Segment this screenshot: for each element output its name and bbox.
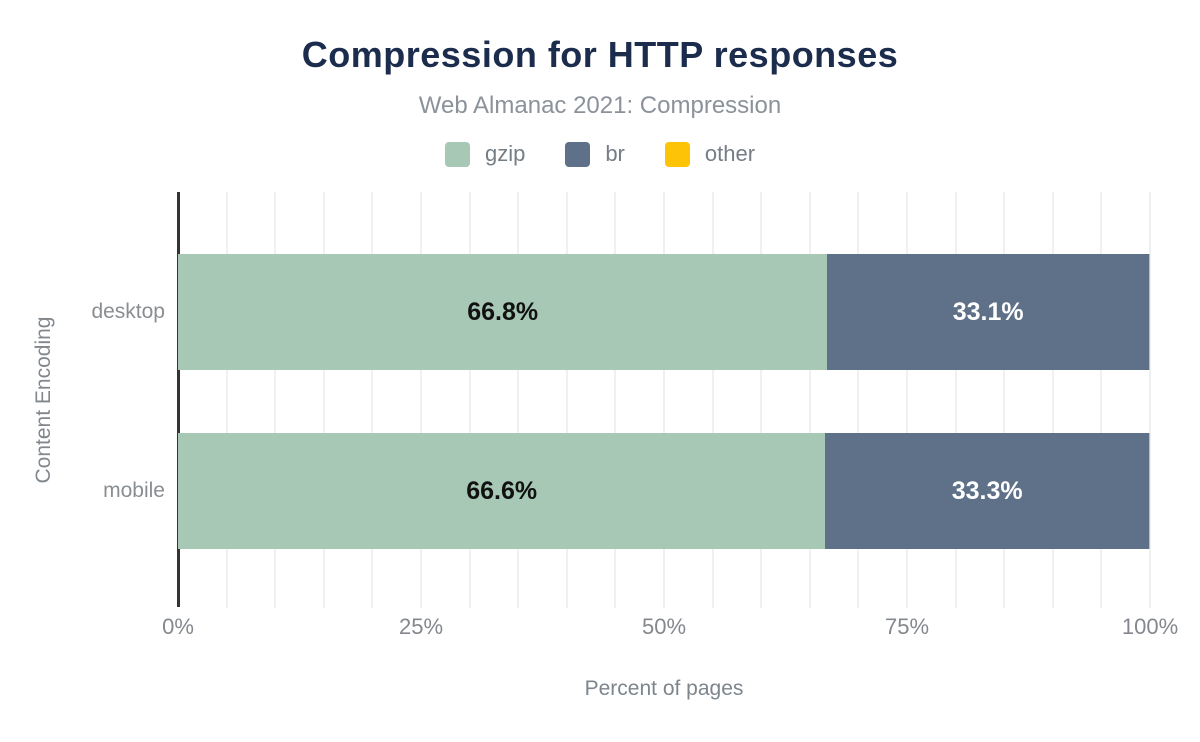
plot-area: 66.8% 33.1% 66.6% 33.3%: [177, 192, 1151, 608]
bar-segment-mobile-other[interactable]: [1149, 433, 1150, 549]
gridline: [1100, 192, 1103, 608]
gridline: [1051, 192, 1054, 608]
x-tick-label: 0%: [162, 614, 194, 639]
gridline: [954, 192, 957, 608]
y-axis-line: [177, 192, 180, 607]
legend-item-br[interactable]: br: [565, 141, 625, 167]
gridline: [1003, 192, 1006, 608]
x-tick-label: 25%: [398, 614, 444, 639]
x-axis-title: Percent of pages: [584, 677, 744, 700]
bar-segment-mobile-gzip[interactable]: 66.6%: [178, 433, 826, 549]
category-labels: desktop mobile: [0, 192, 165, 600]
legend-swatch-other: [664, 141, 690, 167]
gridline: [274, 192, 277, 608]
chart-title: Compression for HTTP responses: [301, 34, 899, 75]
gridline: [371, 192, 374, 608]
category-label-desktop: desktop: [91, 300, 165, 323]
gridline: [857, 192, 860, 608]
gridline: [614, 192, 617, 608]
bar-segment-mobile-br[interactable]: 33.3%: [825, 433, 1150, 549]
bar-segment-desktop-other[interactable]: [1149, 254, 1150, 370]
x-tick-label: 75%: [884, 614, 930, 639]
gridline: [1149, 192, 1151, 608]
legend-label: other: [704, 141, 756, 166]
gridline: [225, 192, 228, 608]
bar-row-desktop: 66.8% 33.1%: [178, 254, 1150, 370]
bar-value-label: 66.6%: [466, 476, 538, 505]
x-tick-label: 50%: [641, 614, 687, 639]
legend-label: br: [605, 141, 625, 166]
gridline: [663, 192, 665, 608]
chart-subtitle: Web Almanac 2021: Compression: [418, 92, 782, 119]
legend-swatch-br: [565, 141, 591, 167]
legend-label: gzip: [484, 141, 526, 166]
bar-segment-desktop-br[interactable]: 33.1%: [827, 254, 1149, 370]
gridline: [711, 192, 714, 608]
gridline: [565, 192, 568, 608]
legend-item-other[interactable]: other: [664, 141, 756, 167]
x-tick-label: 100%: [1121, 614, 1179, 639]
legend: gzip br other: [0, 141, 1200, 167]
x-axis-ticks: 0% 25% 50% 75% 100%: [162, 614, 1178, 642]
bar-value-label: 33.1%: [952, 297, 1024, 326]
bar-segment-desktop-gzip[interactable]: 66.8%: [178, 254, 828, 370]
gridline: [808, 192, 811, 608]
category-label-mobile: mobile: [103, 479, 165, 502]
gridline: [322, 192, 325, 608]
gridline: [420, 192, 422, 608]
gridline: [760, 192, 763, 608]
gridline: [468, 192, 471, 608]
bar-value-label: 33.3%: [951, 476, 1023, 505]
gridline: [906, 192, 908, 608]
legend-item-gzip[interactable]: gzip: [444, 141, 526, 167]
bar-value-label: 66.8%: [467, 297, 539, 326]
gridline: [517, 192, 520, 608]
legend-swatch-gzip: [444, 141, 470, 167]
bar-row-mobile: 66.6% 33.3%: [178, 433, 1150, 549]
